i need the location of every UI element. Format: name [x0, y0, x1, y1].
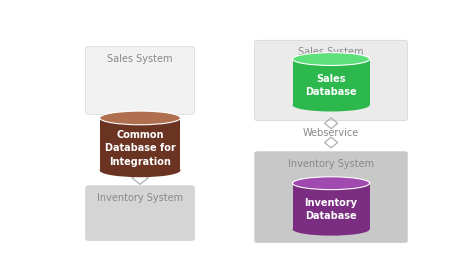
Text: Sales System: Sales System: [298, 47, 364, 57]
Text: Common
Database for
Integration: Common Database for Integration: [105, 130, 175, 167]
Polygon shape: [100, 118, 181, 170]
Text: Inventory
Database: Inventory Database: [305, 198, 357, 222]
FancyBboxPatch shape: [255, 40, 408, 121]
Ellipse shape: [292, 223, 370, 236]
Text: Inventory System: Inventory System: [97, 193, 183, 203]
Ellipse shape: [292, 99, 370, 111]
FancyBboxPatch shape: [86, 186, 194, 240]
FancyBboxPatch shape: [255, 152, 408, 243]
Text: Inventory System: Inventory System: [288, 158, 374, 168]
Polygon shape: [292, 183, 370, 229]
Text: Sales
Database: Sales Database: [305, 74, 357, 97]
Ellipse shape: [292, 53, 370, 65]
Ellipse shape: [100, 111, 181, 125]
Ellipse shape: [100, 163, 181, 177]
FancyBboxPatch shape: [86, 47, 194, 114]
Text: Webservice: Webservice: [303, 128, 359, 138]
Text: Sales System: Sales System: [107, 54, 173, 64]
Polygon shape: [292, 59, 370, 105]
Ellipse shape: [292, 177, 370, 190]
